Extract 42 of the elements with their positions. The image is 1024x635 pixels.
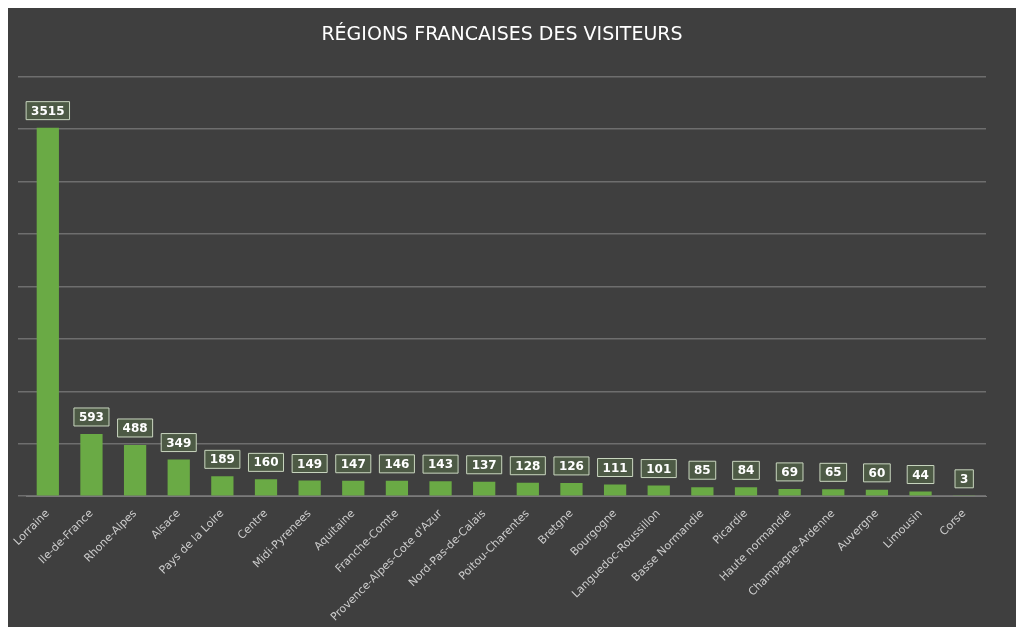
bar xyxy=(298,480,321,496)
bar xyxy=(167,459,190,496)
data-label: 60 xyxy=(868,465,886,480)
bar xyxy=(691,487,714,496)
data-label: 85 xyxy=(694,463,711,478)
bar xyxy=(734,487,758,496)
data-label: 147 xyxy=(340,456,366,471)
data-label: 149 xyxy=(297,456,323,471)
data-label: 3 xyxy=(960,471,969,486)
data-label: 189 xyxy=(209,452,235,467)
bar xyxy=(822,489,845,496)
data-label: 160 xyxy=(253,455,279,470)
bar xyxy=(647,485,670,496)
bar xyxy=(342,480,365,496)
data-label: 137 xyxy=(471,457,497,472)
bar xyxy=(36,127,59,496)
data-label: 101 xyxy=(646,461,672,476)
data-label: 488 xyxy=(122,421,148,436)
bar xyxy=(560,482,583,496)
data-label: 44 xyxy=(912,467,929,482)
data-label: 146 xyxy=(384,456,410,471)
bar xyxy=(778,488,801,496)
data-label: 143 xyxy=(428,457,454,472)
bar xyxy=(211,476,234,496)
data-label: 84 xyxy=(737,463,755,478)
bar xyxy=(385,480,409,496)
bar xyxy=(254,479,278,496)
data-label: 349 xyxy=(166,435,192,450)
data-label: 128 xyxy=(515,458,541,473)
bar xyxy=(516,482,539,496)
bar xyxy=(473,481,496,496)
bar xyxy=(80,433,103,496)
data-label: 3515 xyxy=(31,103,65,118)
data-label: 593 xyxy=(78,410,104,425)
data-label: 126 xyxy=(558,459,584,474)
chart-title: RÉGIONS FRANCAISES DES VISITEURS xyxy=(321,22,683,45)
data-label: 111 xyxy=(602,460,628,475)
bar xyxy=(603,484,627,496)
bar xyxy=(123,444,147,496)
data-label: 69 xyxy=(781,465,798,480)
data-label: 65 xyxy=(824,465,842,480)
bar xyxy=(429,481,452,496)
